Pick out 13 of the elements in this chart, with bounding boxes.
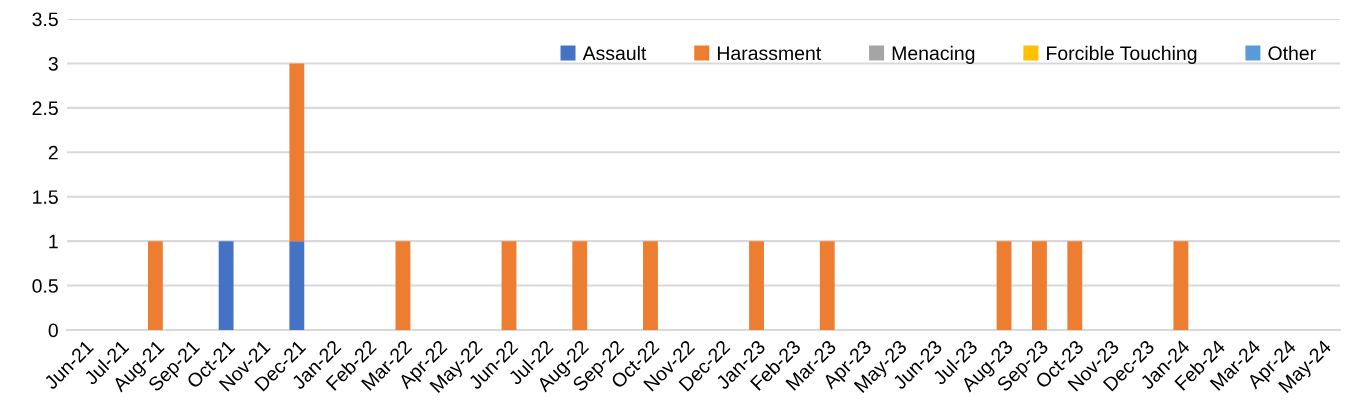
y-tick-label: 0 <box>48 323 58 338</box>
legend-label: Harassment <box>717 46 822 61</box>
legend-label: Assault <box>582 45 647 61</box>
y-tick-label: 0.5 <box>32 279 58 293</box>
legend-label: Menacing <box>892 45 975 64</box>
y-tick-label: 2.5 <box>32 101 58 116</box>
y-tick-label: 1.5 <box>33 190 58 204</box>
y-tick-label: 2 <box>48 145 58 160</box>
y-tick-label: 1 <box>49 234 58 249</box>
y-tick-label: 3 <box>48 56 58 71</box>
y-tick-label: 3.5 <box>32 12 58 27</box>
legend-label: Forcible Touching <box>1047 45 1197 64</box>
legend-label: Other <box>1268 45 1316 61</box>
